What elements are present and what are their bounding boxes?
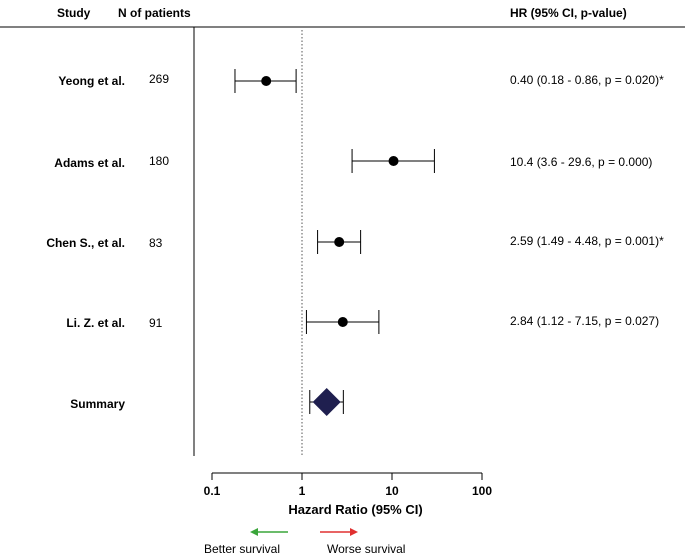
row-hr-text: 0.40 (0.18 - 0.86, p = 0.020)* xyxy=(510,73,664,87)
point-estimate xyxy=(337,317,348,327)
row-hr-text: 2.59 (1.49 - 4.48, p = 0.001)* xyxy=(510,234,664,248)
x-tick-label: 1 xyxy=(299,484,306,498)
legend-better-label: Better survival xyxy=(204,542,281,556)
row-study-label: Yeong et al. xyxy=(58,74,125,88)
row-study-label: Li. Z. et al. xyxy=(66,316,125,330)
row-n-patients: 180 xyxy=(149,154,170,168)
header-hr: HR (95% CI, p-value) xyxy=(510,6,627,20)
point-estimate xyxy=(388,156,399,166)
legend-worse-label: Worse survival xyxy=(327,542,406,556)
legend-worse-arrow xyxy=(320,528,358,536)
row-study-label: Adams et al. xyxy=(54,156,125,170)
row-hr-text: 2.84 (1.12 - 7.15, p = 0.027) xyxy=(510,314,660,328)
x-axis-ticks: 0.1 1 10 100 xyxy=(204,473,492,498)
summary-estimate xyxy=(309,388,344,416)
summary-label: Summary xyxy=(70,397,125,411)
legend-better-arrow xyxy=(250,528,288,536)
point-estimate xyxy=(334,237,345,247)
x-tick-label: 0.1 xyxy=(204,484,221,498)
header-n-patients: N of patients xyxy=(118,6,191,20)
point-estimate xyxy=(261,76,272,86)
data-points xyxy=(234,69,435,334)
row-hr-text: 10.4 (3.6 - 29.6, p = 0.000) xyxy=(510,155,653,169)
row-n-patients: 83 xyxy=(149,236,163,250)
x-tick-label: 10 xyxy=(385,484,399,498)
x-tick-label: 100 xyxy=(472,484,492,498)
row-n-patients: 91 xyxy=(149,316,163,330)
row-study-label: Chen S., et al. xyxy=(46,236,125,250)
summary-diamond xyxy=(312,388,341,416)
row-n-patients: 269 xyxy=(149,72,170,86)
x-axis-label: Hazard Ratio (95% CI) xyxy=(288,502,423,517)
header-study: Study xyxy=(57,6,91,20)
